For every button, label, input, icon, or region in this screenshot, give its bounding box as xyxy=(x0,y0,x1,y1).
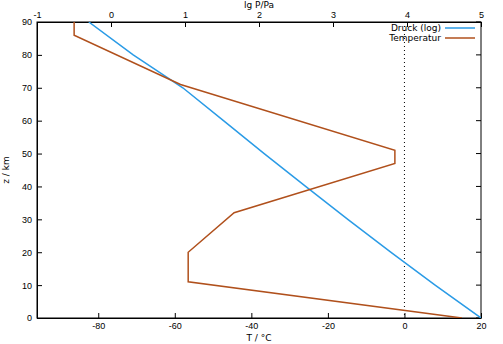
tick: 30 xyxy=(22,215,42,225)
tick-mark xyxy=(404,313,405,318)
tick-mark xyxy=(476,219,481,220)
tick: 3 xyxy=(331,10,336,27)
tick-label: -40 xyxy=(245,321,258,331)
plot: -80-60-40-20020-101234501020304050607080… xyxy=(22,10,487,331)
chart: -80-60-40-20020-101234501020304050607080… xyxy=(0,0,503,344)
series-group xyxy=(74,22,481,318)
tick-label: 0 xyxy=(27,313,32,323)
tick-label: 50 xyxy=(22,149,32,159)
tick: 0 xyxy=(109,10,114,27)
tick-label: 80 xyxy=(22,50,32,60)
tick: 10 xyxy=(22,280,42,290)
tick-mark xyxy=(476,87,481,88)
tick-mark xyxy=(476,22,481,23)
tick-mark xyxy=(476,54,481,55)
tick: 90 xyxy=(22,17,42,27)
tick-mark xyxy=(37,219,42,220)
tick-mark xyxy=(476,285,481,286)
zero-line xyxy=(404,22,405,318)
plot-frame xyxy=(37,22,481,318)
tick-mark xyxy=(37,186,42,187)
tick-label: 30 xyxy=(22,215,32,225)
tick: 60 xyxy=(22,116,42,126)
tick-mark xyxy=(37,285,42,286)
tick-mark xyxy=(37,55,42,56)
tick: -80 xyxy=(92,313,105,331)
tick: 1 xyxy=(183,10,188,27)
tick-label: -80 xyxy=(92,321,105,331)
tick-label: 4 xyxy=(405,10,410,20)
legend-swatch xyxy=(445,37,475,39)
series-line xyxy=(89,22,481,318)
tick: 50 xyxy=(22,149,42,159)
x-axis-title: T / °C xyxy=(245,333,271,343)
tick-mark xyxy=(37,154,42,155)
x2-axis-title: lg P/Pa xyxy=(244,0,274,10)
tick-label: 0 xyxy=(402,321,407,331)
tick-mark xyxy=(259,22,260,27)
tick-mark xyxy=(98,313,99,318)
tick-label: 70 xyxy=(22,83,32,93)
tick-mark xyxy=(37,252,42,253)
tick-mark xyxy=(37,318,42,319)
tick-mark xyxy=(328,313,329,318)
y-axis-line xyxy=(37,23,38,319)
tick: 5 xyxy=(479,10,484,27)
tick-label: -60 xyxy=(169,321,182,331)
tick: 2 xyxy=(257,10,262,27)
tick-mark xyxy=(37,22,42,23)
tick-label: -20 xyxy=(322,321,335,331)
tick-mark xyxy=(185,22,186,27)
y-axis: 0 10 20 30 40 50 60 70 80 90 xyxy=(22,17,42,323)
legend: Druck (log)Temperatur xyxy=(388,23,475,43)
tick-mark xyxy=(481,22,482,27)
tick: 20 xyxy=(22,248,42,258)
tick-mark xyxy=(476,186,481,187)
tick: 70 xyxy=(22,83,42,93)
tick-label: 1 xyxy=(183,10,188,20)
tick-label: 10 xyxy=(22,280,32,290)
tick-label: 20 xyxy=(22,248,32,258)
tick-label: 90 xyxy=(22,17,32,27)
tick: 0 xyxy=(402,313,407,331)
tick-mark xyxy=(333,22,334,27)
tick-label: -1 xyxy=(33,10,41,20)
tick-label: 60 xyxy=(22,116,32,126)
tick-label: 2 xyxy=(257,10,262,20)
tick-label: 40 xyxy=(22,182,32,192)
tick: -40 xyxy=(245,313,258,331)
tick: -60 xyxy=(169,313,182,331)
legend-label: Druck (log) xyxy=(391,23,441,33)
tick: 80 xyxy=(22,50,42,60)
tick: 0 xyxy=(27,313,42,323)
x-axis-line xyxy=(38,318,482,319)
tick-mark xyxy=(481,313,482,318)
tick: 40 xyxy=(22,182,42,192)
y-axis-title: z / km xyxy=(1,156,11,183)
legend-swatch xyxy=(445,27,475,29)
tick-mark xyxy=(476,120,481,121)
tick-mark xyxy=(111,22,112,27)
tick-mark xyxy=(37,88,42,89)
tick-label: 0 xyxy=(109,10,114,20)
tick-mark xyxy=(251,313,252,318)
x-axis: -80 -60 -40 -20 0 20 xyxy=(38,313,487,331)
tick-label: 5 xyxy=(479,10,484,20)
tick-mark xyxy=(476,252,481,253)
tick-mark xyxy=(37,121,42,122)
legend-label: Temperatur xyxy=(388,33,441,43)
tick-mark xyxy=(175,313,176,318)
tick: -20 xyxy=(322,313,335,331)
tick-label: 3 xyxy=(331,10,336,20)
series-line xyxy=(74,22,462,318)
tick-label: 20 xyxy=(476,321,486,331)
tick-mark xyxy=(476,153,481,154)
